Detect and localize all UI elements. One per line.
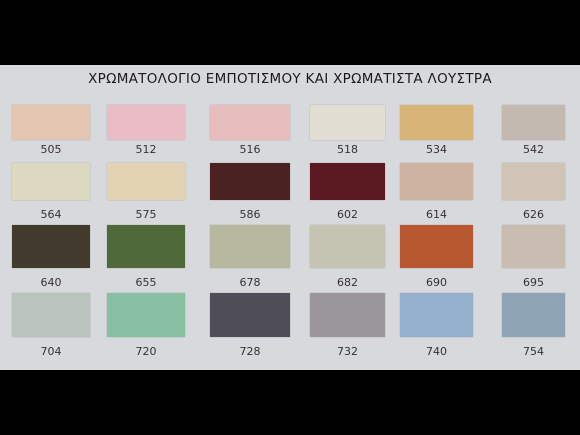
swatch xyxy=(210,163,290,200)
swatch xyxy=(210,105,290,140)
swatch xyxy=(400,105,473,140)
swatch xyxy=(310,293,385,337)
color-code: 640 xyxy=(40,276,62,289)
color-code: 586 xyxy=(239,208,261,221)
color-code: 516 xyxy=(239,143,261,156)
swatch xyxy=(210,225,290,268)
color-code: 704 xyxy=(40,345,62,358)
color-code: 602 xyxy=(337,208,358,221)
swatch xyxy=(12,163,90,200)
swatch xyxy=(310,105,385,140)
color-code: 626 xyxy=(523,208,544,221)
color-code: 564 xyxy=(40,208,62,221)
color-code: 512 xyxy=(135,143,157,156)
swatch xyxy=(502,163,565,200)
title: ΧΡΩΜΑΤΟΛΟΓΙΟ ΕΜΠΟΤΙΣΜΟΥ ΚΑΙ ΧΡΩΜΑΤΙΣΤΑ Λ… xyxy=(88,71,492,87)
swatch xyxy=(12,293,90,337)
swatch xyxy=(12,225,90,268)
color-code: 518 xyxy=(337,143,358,156)
color-code: 682 xyxy=(337,276,358,289)
color-code: 678 xyxy=(239,276,261,289)
swatch xyxy=(310,225,385,268)
color-code: 575 xyxy=(135,208,157,221)
color-code: 542 xyxy=(523,143,544,156)
swatch xyxy=(107,163,185,200)
color-code: 655 xyxy=(135,276,157,289)
color-code: 754 xyxy=(523,345,544,358)
color-code: 505 xyxy=(40,143,62,156)
swatch xyxy=(107,293,185,337)
swatch xyxy=(107,105,185,140)
swatch xyxy=(502,293,565,337)
swatch xyxy=(310,163,385,200)
swatch xyxy=(502,225,565,268)
swatch xyxy=(107,225,185,268)
color-board: ΧΡΩΜΑΤΟΛΟΓΙΟ ΕΜΠΟΤΙΣΜΟΥ ΚΑΙ ΧΡΩΜΑΤΙΣΤΑ Λ… xyxy=(0,65,580,370)
color-code: 690 xyxy=(426,276,447,289)
color-code: 720 xyxy=(135,345,157,358)
swatch xyxy=(210,293,290,337)
swatch xyxy=(400,163,473,200)
color-code: 740 xyxy=(426,345,447,358)
color-code: 695 xyxy=(523,276,544,289)
color-code: 732 xyxy=(337,345,358,358)
swatch xyxy=(400,225,473,268)
swatch xyxy=(12,105,90,140)
color-code: 728 xyxy=(239,345,261,358)
swatch xyxy=(502,105,565,140)
swatch xyxy=(400,293,473,337)
color-code: 614 xyxy=(426,208,447,221)
color-code: 534 xyxy=(426,143,447,156)
